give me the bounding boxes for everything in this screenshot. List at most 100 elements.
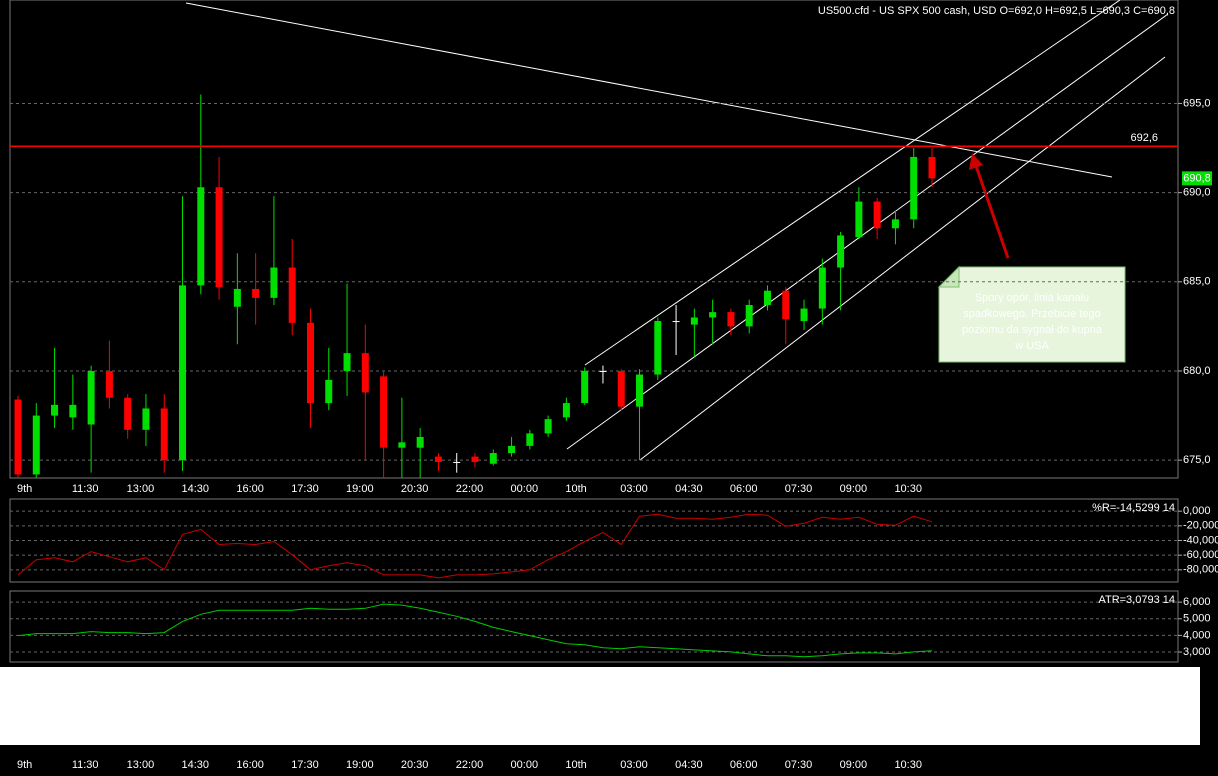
y-tick-label: 680,0 [1183,365,1211,377]
candle-body [160,408,168,461]
candle-body [453,461,461,463]
candle-body [87,370,95,425]
y-tick-label: 695,0 [1183,97,1211,109]
x-tick-label: 22:00 [456,483,484,495]
candle-body [709,312,717,318]
x-tick-label: 07:30 [785,483,813,495]
candle-body [325,379,333,404]
channel-line [584,0,1121,366]
candle-body [142,408,150,430]
candle-body [654,321,662,375]
indicator-line [17,603,933,658]
candle-body [745,304,753,327]
y-tick-label: 3,000 [1183,646,1211,658]
x-tick-label: 14:30 [182,759,210,771]
candle-body [343,353,351,371]
candle-body [873,201,881,229]
y-tick-label: -60,000 [1183,549,1218,561]
candle-body [270,267,278,298]
y-tick-label: -40,000 [1183,534,1218,546]
candle-body [690,317,698,325]
candle-body [910,156,918,220]
trend-line [185,2,1113,178]
x-tick-label: 19:00 [346,759,374,771]
x-tick-label: 10th [565,759,586,771]
indicator-title: ATR=3,0793 14 [1098,594,1175,606]
y-tick-label: 4,000 [1183,629,1211,641]
x-tick-label: 10:30 [894,759,922,771]
candle-body [398,442,406,448]
price-pane-frame [9,0,1179,479]
last-price-label: 690,8 [1183,172,1211,184]
candle-body [562,403,570,418]
candle-body [69,404,77,418]
annotation-text: poziomu da sygnał do kupna [962,324,1103,336]
empty-pane [0,667,1200,745]
candle-body [544,419,552,434]
candle-body [416,436,424,448]
x-tick-label: 04:30 [675,759,703,771]
candle-body [508,445,516,454]
candle-body [434,456,442,462]
y-tick-label: 5,000 [1183,613,1211,625]
x-tick-label: 13:00 [127,759,155,771]
y-tick-label: -20,000 [1183,520,1218,532]
candle-body [306,322,314,404]
x-tick-label: 03:00 [620,759,648,771]
x-tick-label: 07:30 [785,759,813,771]
x-tick-label: 06:00 [730,759,758,771]
x-tick-label: 00:00 [511,483,539,495]
x-tick-label: 03:00 [620,483,648,495]
candle-body [837,235,845,268]
candle-body [471,456,479,462]
last-price-box [1182,171,1212,186]
candle-body [891,219,899,229]
candle-body [380,376,388,448]
candle-body [581,370,589,404]
y-tick-label: -80,000 [1183,564,1218,576]
y-tick-label: 675,0 [1183,454,1211,466]
channel-line [566,13,1169,450]
channel-line [639,56,1166,461]
annotation-text: spadkowego. Przebicie tego [963,308,1101,320]
candle-body [727,312,735,327]
candle-body [361,353,369,393]
x-tick-label: 20:30 [401,759,429,771]
x-tick-label: 10:30 [894,483,922,495]
x-tick-label: 09:00 [840,483,868,495]
indicator-title: %R=-14,5299 14 [1092,502,1175,514]
x-tick-label: 17:30 [291,759,319,771]
x-tick-label: 13:00 [127,483,155,495]
candle-body [526,433,534,446]
candle-body [197,187,205,286]
x-tick-label: 00:00 [511,759,539,771]
y-tick-label: 0,000 [1183,505,1211,517]
y-tick-label: 6,000 [1183,596,1211,608]
candle-body [105,370,113,398]
candle-body [818,267,826,309]
candle-body [800,308,808,322]
x-tick-label: 20:30 [401,483,429,495]
candle-body [489,453,497,464]
candle-body [599,370,607,372]
candle-body [215,187,223,288]
annotation-text: Spory opór, linia kanału [975,292,1089,304]
candle-body [782,290,790,320]
x-tick-label: 11:30 [72,759,99,771]
candle-body [124,397,132,430]
x-tick-label: 09:00 [840,759,868,771]
chart-title: US500.cfd - US SPX 500 cash, USD O=692,0… [818,5,1175,17]
annotation-text: w USA [1014,340,1049,352]
annotation-fold [937,265,960,288]
candle-body [763,290,771,305]
candle-body [617,370,625,407]
candle-body [928,156,936,179]
candle-body [179,285,187,461]
x-tick-label: 10th [565,483,586,495]
atr-pane-frame [9,590,1179,663]
x-tick-label: 19:00 [346,483,374,495]
candle-body [252,288,260,298]
x-tick-label: 9th [17,759,32,771]
